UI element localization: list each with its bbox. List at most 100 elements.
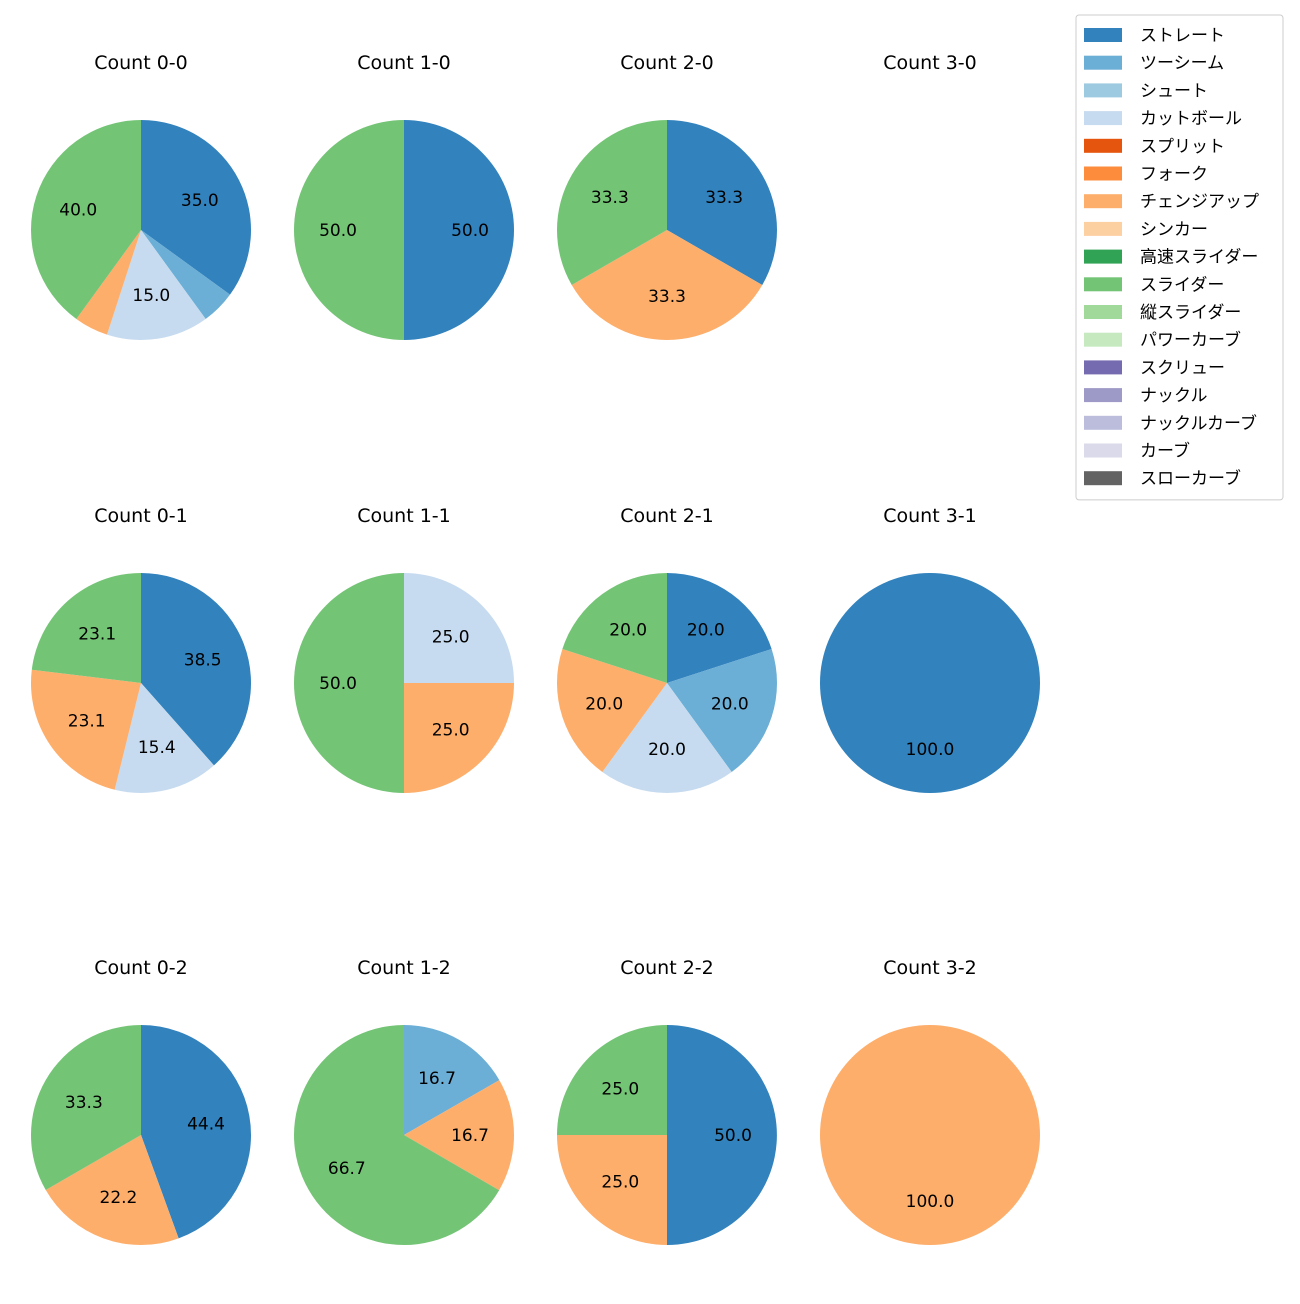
legend-swatch bbox=[1084, 83, 1122, 98]
legend-label: シンカー bbox=[1140, 220, 1208, 240]
legend-swatch bbox=[1084, 305, 1122, 319]
legend-swatch bbox=[1084, 471, 1122, 486]
legend-label: スクリュー bbox=[1140, 358, 1225, 378]
legend: ストレートツーシームシュートカットボールスプリットフォークチェンジアップシンカー… bbox=[1075, 14, 1284, 501]
pie-slice-count-0-0-2 bbox=[107, 230, 206, 341]
pie-value-label: 33.3 bbox=[705, 188, 743, 208]
pie-value-label: 20.0 bbox=[585, 694, 623, 714]
pie-value-label: 20.0 bbox=[687, 621, 725, 641]
legend-label: パワーカーブ bbox=[1140, 330, 1241, 351]
legend-swatch bbox=[1084, 221, 1122, 236]
pie-value-label: 33.3 bbox=[65, 1093, 103, 1113]
pie-count-0-1: Count 0-1 38.5 15.4 23.1 23.1 bbox=[30, 505, 252, 793]
pie-title: Count 0-2 bbox=[94, 957, 188, 979]
pie-slice-count-0-0-4 bbox=[30, 120, 141, 319]
legend-swatch bbox=[1084, 332, 1122, 347]
pie-value-label: 44.4 bbox=[187, 1115, 225, 1135]
pie-slice-count-1-2-2 bbox=[294, 1025, 500, 1246]
legend-swatch bbox=[1084, 415, 1122, 430]
pie-count-1-1: Count 1-1 25.0 25.0 50.0 bbox=[294, 505, 514, 793]
pie-slice-count-2-0-0 bbox=[667, 120, 777, 285]
pie-title: Count 1-0 bbox=[357, 52, 451, 74]
legend-label: ナックル bbox=[1140, 386, 1208, 406]
pie-value-label: 66.7 bbox=[328, 1159, 366, 1179]
pie-slice-count-0-1-0 bbox=[141, 573, 252, 766]
legend-swatch bbox=[1084, 28, 1122, 42]
pie-count-2-2: Count 2-2 50.0 25.0 25.0 bbox=[557, 957, 777, 1245]
pie-title: Count 1-2 bbox=[357, 957, 451, 979]
pie-slice-count-0-2-0 bbox=[141, 1025, 252, 1239]
pie-slice-count-2-1-2 bbox=[602, 683, 732, 794]
legend-swatch bbox=[1084, 277, 1122, 292]
legend-label: ストレート bbox=[1140, 26, 1225, 46]
pie-count-3-2: Count 3-2 100.0 bbox=[820, 957, 1040, 1245]
pie-slice-count-3-1-0 bbox=[820, 573, 1040, 793]
legend-label: スローカーブ bbox=[1140, 468, 1241, 489]
legend-label: スライダー bbox=[1140, 275, 1224, 295]
pie-slice-count-1-1-0 bbox=[404, 573, 514, 683]
pie-value-label: 25.0 bbox=[601, 1079, 639, 1099]
legend-swatch bbox=[1084, 443, 1122, 458]
pie-slice-count-0-2-1 bbox=[45, 1135, 179, 1246]
pie-title: Count 0-0 bbox=[94, 52, 188, 74]
pie-value-label: 38.5 bbox=[184, 651, 222, 671]
pie-slice-count-0-0-0 bbox=[141, 120, 252, 295]
pie-value-label: 22.2 bbox=[100, 1188, 138, 1208]
pie-slice-count-2-0-1 bbox=[571, 230, 763, 340]
pie-slice-count-2-1-0 bbox=[667, 573, 772, 683]
pie-title: Count 1-1 bbox=[357, 505, 451, 527]
legend-label: 高速スライダー bbox=[1140, 248, 1258, 268]
pie-value-label: 25.0 bbox=[432, 721, 470, 741]
legend-label: ナックルカーブ bbox=[1140, 413, 1257, 434]
pie-title: Count 3-1 bbox=[883, 505, 977, 527]
legend-swatch bbox=[1084, 360, 1122, 375]
pie-value-label: 50.0 bbox=[319, 674, 357, 694]
legend-label: シュート bbox=[1140, 81, 1208, 101]
pie-count-3-1: Count 3-1 100.0 bbox=[820, 505, 1040, 793]
legend-swatch bbox=[1084, 194, 1122, 209]
legend-label: フォーク bbox=[1140, 165, 1208, 185]
pie-slice-count-2-2-1 bbox=[557, 1135, 667, 1245]
pie-slice-count-2-0-2 bbox=[557, 120, 667, 285]
pie-value-label: 20.0 bbox=[711, 694, 749, 714]
legend-swatch bbox=[1084, 138, 1122, 153]
pie-count-3-0: Count 3-0 bbox=[883, 52, 977, 74]
pie-title: Count 2-1 bbox=[620, 505, 714, 527]
legend-swatch bbox=[1084, 166, 1122, 181]
pie-slice-count-0-1-2 bbox=[30, 669, 142, 790]
pie-slice-count-0-2-2 bbox=[31, 1025, 141, 1190]
pie-count-2-1: Count 2-1 20.0 20.0 20.0 20.0 20.0 bbox=[556, 505, 778, 794]
legend-swatch bbox=[1084, 388, 1122, 403]
pie-value-label: 25.0 bbox=[432, 627, 470, 647]
pie-value-label: 33.3 bbox=[591, 188, 629, 208]
pie-value-label: 15.0 bbox=[132, 286, 170, 306]
pie-slice-count-0-1-3 bbox=[31, 573, 141, 683]
pie-count-0-2: Count 0-2 44.4 22.2 33.3 bbox=[31, 957, 252, 1246]
pie-title: Count 2-0 bbox=[620, 52, 714, 74]
legend-swatch bbox=[1084, 55, 1122, 70]
pie-value-label: 35.0 bbox=[181, 191, 219, 211]
pie-slice-count-1-2-0 bbox=[404, 1025, 500, 1135]
pie-title: Count 2-2 bbox=[620, 957, 714, 979]
pie-value-label: 40.0 bbox=[59, 201, 97, 221]
pie-slice-count-1-1-2 bbox=[294, 573, 404, 793]
pie-value-label: 50.0 bbox=[451, 221, 489, 241]
pie-title: Count 3-2 bbox=[883, 957, 977, 979]
pie-value-label: 50.0 bbox=[319, 221, 357, 241]
pie-value-label: 23.1 bbox=[78, 625, 116, 645]
pie-value-label: 16.7 bbox=[451, 1126, 489, 1146]
pie-value-label: 100.0 bbox=[906, 740, 955, 760]
pie-title: Count 3-0 bbox=[883, 52, 977, 74]
pie-slice-count-0-0-1 bbox=[141, 230, 230, 319]
pie-slice-count-2-1-1 bbox=[667, 649, 778, 772]
pie-slice-count-1-0-0 bbox=[404, 120, 514, 340]
pie-slice-count-3-2-0 bbox=[820, 1025, 1040, 1245]
pie-value-label: 25.0 bbox=[601, 1173, 639, 1193]
pie-title: Count 0-1 bbox=[94, 505, 188, 527]
pie-slice-count-1-2-1 bbox=[404, 1080, 515, 1191]
legend-frame bbox=[1075, 14, 1284, 501]
legend-swatch bbox=[1084, 249, 1122, 264]
